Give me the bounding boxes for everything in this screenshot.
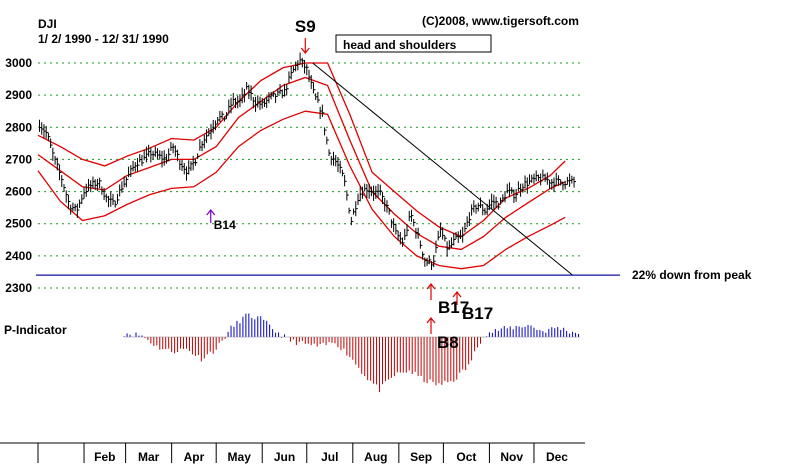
peak-down-label: 22% down from peak xyxy=(632,268,752,282)
axes: 2300 2400 2500 2600 2700 2800 2900 3000 Feb Mar Ap… xyxy=(0,56,585,464)
indicator-label: P-Indicator xyxy=(4,323,67,337)
x-tick-label: Jul xyxy=(321,450,338,464)
signal-b8-label: B8 xyxy=(437,333,459,352)
x-tick-label: Feb xyxy=(94,450,115,464)
signal-b14-label: B14 xyxy=(214,218,236,232)
upper-band-line xyxy=(37,62,566,238)
signal-s9-label: S9 xyxy=(295,17,316,36)
signal-b8-arrow-head xyxy=(426,317,436,324)
x-tick-label: Apr xyxy=(184,450,205,464)
signal-b17-arrow-2-head xyxy=(452,291,462,298)
y-tick-label: 2600 xyxy=(5,185,32,199)
head-shoulders-label: head and shoulders xyxy=(343,38,457,52)
y-tick-label: 3000 xyxy=(5,56,32,70)
x-tick-label: Oct xyxy=(456,450,476,464)
x-tick-label: Jun xyxy=(274,450,295,464)
x-tick-label: Sep xyxy=(410,450,432,464)
price-bars xyxy=(38,52,577,271)
middle-band-line xyxy=(37,76,566,251)
p-indicator-histogram xyxy=(123,313,580,393)
signal-b14-arrow-head xyxy=(206,209,216,216)
signal-b17-label-2: B17 xyxy=(462,304,493,323)
chart-credit: (C)2008, www.tigersoft.com xyxy=(422,14,579,28)
y-tick-label: 2500 xyxy=(5,217,32,231)
y-tick-label: 2700 xyxy=(5,152,32,166)
downtrend-line xyxy=(312,62,573,276)
x-tick-label: Mar xyxy=(138,450,160,464)
signal-s9-arrow-head xyxy=(300,47,310,54)
y-tick-label: 2400 xyxy=(5,249,32,263)
lower-band-line xyxy=(37,110,566,270)
y-tick-label: 2300 xyxy=(5,281,32,295)
grid xyxy=(38,62,580,289)
signal-b17-arrow-head xyxy=(426,283,436,290)
price-bands xyxy=(36,62,620,276)
chart-date-range: 1/ 2/ 1990 - 12/ 31/ 1990 xyxy=(38,32,169,46)
y-tick-label: 2800 xyxy=(5,120,32,134)
x-tick-label: Dec xyxy=(546,450,568,464)
annotations: S9 head and shoulders B14 22% down from pea… xyxy=(206,17,752,352)
chart-symbol: DJI xyxy=(38,17,57,31)
x-tick-label: Nov xyxy=(500,450,523,464)
head-shoulders-box xyxy=(335,34,492,53)
x-tick-label: Aug xyxy=(364,450,387,464)
signal-b17-label: B17 xyxy=(438,298,469,317)
x-tick-label: May xyxy=(228,450,252,464)
y-tick-label: 2900 xyxy=(5,88,32,102)
